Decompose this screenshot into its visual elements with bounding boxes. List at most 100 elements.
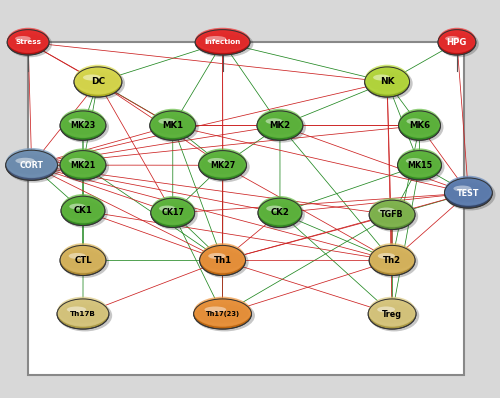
Ellipse shape bbox=[150, 111, 196, 140]
Ellipse shape bbox=[399, 153, 440, 175]
Ellipse shape bbox=[62, 196, 104, 222]
Ellipse shape bbox=[61, 246, 105, 272]
Ellipse shape bbox=[200, 152, 250, 182]
Bar bbox=[28, 42, 464, 375]
Ellipse shape bbox=[75, 68, 125, 100]
Ellipse shape bbox=[6, 149, 57, 178]
Ellipse shape bbox=[398, 150, 441, 177]
Ellipse shape bbox=[366, 68, 412, 100]
Ellipse shape bbox=[60, 150, 106, 177]
Text: TEST: TEST bbox=[457, 189, 479, 197]
Ellipse shape bbox=[62, 199, 104, 221]
Ellipse shape bbox=[200, 151, 246, 176]
Ellipse shape bbox=[195, 28, 250, 53]
Ellipse shape bbox=[200, 246, 246, 275]
Text: NK: NK bbox=[380, 78, 394, 86]
Ellipse shape bbox=[258, 198, 302, 228]
Ellipse shape bbox=[16, 158, 35, 164]
Text: CK2: CK2 bbox=[270, 209, 289, 217]
Ellipse shape bbox=[200, 246, 248, 278]
Ellipse shape bbox=[62, 153, 104, 175]
Ellipse shape bbox=[369, 246, 415, 275]
Text: CORT: CORT bbox=[20, 161, 44, 170]
Ellipse shape bbox=[58, 300, 112, 332]
Ellipse shape bbox=[400, 112, 440, 136]
Text: MK6: MK6 bbox=[409, 121, 430, 130]
Ellipse shape bbox=[67, 306, 86, 312]
Ellipse shape bbox=[454, 185, 471, 191]
Text: MK1: MK1 bbox=[162, 121, 184, 130]
Ellipse shape bbox=[150, 110, 195, 137]
Text: Stress: Stress bbox=[15, 39, 41, 45]
Ellipse shape bbox=[152, 199, 194, 223]
Ellipse shape bbox=[259, 115, 300, 135]
Ellipse shape bbox=[76, 71, 120, 92]
Ellipse shape bbox=[370, 247, 414, 271]
Ellipse shape bbox=[258, 197, 302, 225]
Ellipse shape bbox=[61, 111, 105, 137]
Ellipse shape bbox=[70, 203, 86, 209]
Ellipse shape bbox=[258, 196, 302, 225]
Ellipse shape bbox=[151, 112, 194, 136]
Ellipse shape bbox=[83, 74, 101, 80]
Ellipse shape bbox=[266, 205, 282, 211]
Ellipse shape bbox=[153, 202, 192, 222]
Ellipse shape bbox=[151, 197, 194, 225]
Ellipse shape bbox=[366, 68, 408, 93]
Ellipse shape bbox=[152, 199, 198, 230]
Text: MK21: MK21 bbox=[70, 161, 96, 170]
Ellipse shape bbox=[60, 150, 106, 180]
Ellipse shape bbox=[201, 247, 244, 271]
Text: CK17: CK17 bbox=[161, 209, 184, 217]
Ellipse shape bbox=[446, 181, 490, 203]
Ellipse shape bbox=[68, 118, 86, 124]
Ellipse shape bbox=[8, 154, 55, 175]
Text: MK27: MK27 bbox=[210, 161, 235, 170]
Ellipse shape bbox=[371, 248, 414, 271]
Text: Infection: Infection bbox=[204, 39, 241, 45]
Ellipse shape bbox=[7, 29, 49, 55]
Ellipse shape bbox=[444, 176, 492, 206]
Ellipse shape bbox=[60, 109, 106, 138]
Ellipse shape bbox=[259, 199, 300, 223]
Ellipse shape bbox=[258, 112, 302, 136]
Ellipse shape bbox=[258, 111, 302, 137]
Ellipse shape bbox=[159, 205, 176, 211]
Text: CK1: CK1 bbox=[74, 207, 92, 215]
Ellipse shape bbox=[58, 298, 108, 326]
Ellipse shape bbox=[200, 152, 245, 176]
Ellipse shape bbox=[59, 302, 107, 324]
Text: MK15: MK15 bbox=[407, 161, 432, 170]
Ellipse shape bbox=[200, 244, 245, 273]
Ellipse shape bbox=[365, 66, 409, 94]
Ellipse shape bbox=[440, 32, 474, 51]
Ellipse shape bbox=[60, 243, 106, 273]
Ellipse shape bbox=[258, 113, 301, 136]
Ellipse shape bbox=[61, 196, 105, 226]
Ellipse shape bbox=[61, 112, 109, 142]
Ellipse shape bbox=[8, 30, 48, 52]
Text: Th1: Th1 bbox=[214, 256, 232, 265]
Ellipse shape bbox=[62, 115, 104, 135]
Ellipse shape bbox=[259, 199, 305, 230]
Text: Treg: Treg bbox=[382, 310, 402, 318]
Ellipse shape bbox=[445, 36, 460, 41]
Ellipse shape bbox=[196, 29, 250, 53]
Ellipse shape bbox=[369, 198, 415, 227]
Ellipse shape bbox=[196, 302, 250, 324]
Ellipse shape bbox=[60, 244, 106, 273]
Ellipse shape bbox=[63, 200, 103, 220]
Ellipse shape bbox=[370, 200, 414, 226]
Ellipse shape bbox=[372, 249, 413, 270]
Text: MK2: MK2 bbox=[270, 121, 290, 130]
Ellipse shape bbox=[200, 246, 244, 272]
Ellipse shape bbox=[398, 150, 442, 180]
Ellipse shape bbox=[440, 33, 474, 51]
Ellipse shape bbox=[57, 297, 109, 327]
Ellipse shape bbox=[259, 198, 301, 224]
Ellipse shape bbox=[398, 109, 440, 138]
Ellipse shape bbox=[6, 151, 61, 183]
Ellipse shape bbox=[68, 253, 86, 259]
Text: HPG: HPG bbox=[446, 38, 467, 47]
Ellipse shape bbox=[196, 31, 254, 57]
